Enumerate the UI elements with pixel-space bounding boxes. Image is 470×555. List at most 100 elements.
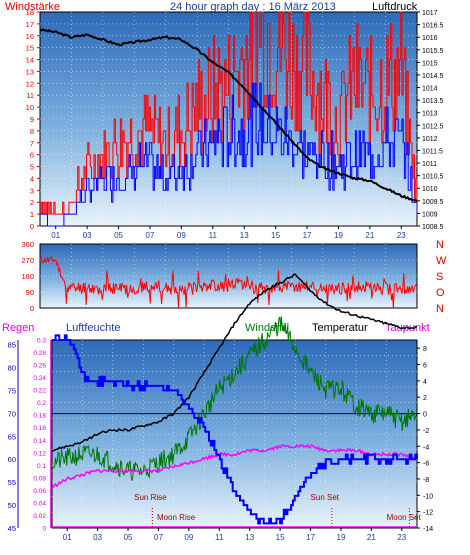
wind-tick-label: 0 bbox=[30, 222, 34, 231]
hour-tick-label: 19 bbox=[337, 533, 346, 542]
compass-label: O bbox=[436, 287, 445, 299]
pressure-tick-label: 1017 bbox=[422, 10, 438, 17]
hour-tick-label: 23 bbox=[397, 533, 406, 542]
pressure-tick-label: 1011 bbox=[422, 161, 437, 168]
temperature-series bbox=[51, 273, 417, 453]
compass-label: W bbox=[436, 255, 447, 267]
moon-rise-label: Moon Rise bbox=[157, 513, 196, 522]
wind-tick-label: 14 bbox=[26, 56, 34, 65]
rain-tick-label: 0 bbox=[42, 526, 46, 533]
temp-humidity-panel: Regen Luftfeuchte Windchill Temperatur Taupu… bbox=[2, 273, 433, 542]
temperature-tick-label: -14 bbox=[423, 526, 433, 533]
wind-axis-title: Windstärke bbox=[5, 1, 60, 13]
rain-tick-label: 0.18 bbox=[33, 413, 46, 420]
rain-tick-label: 0.26 bbox=[33, 363, 46, 370]
sun-rise-label: Sun Rise bbox=[134, 493, 167, 502]
wind-tick-label: 11 bbox=[26, 91, 34, 100]
hour-tick-label: 05 bbox=[114, 231, 123, 240]
pressure-tick-label: 1014.5 bbox=[422, 73, 444, 80]
wind-tick-label: 10 bbox=[26, 103, 34, 112]
temperature-tick-label: 0 bbox=[423, 412, 427, 419]
rain-tick-label: 0.28 bbox=[33, 350, 46, 357]
hour-tick-label: 23 bbox=[397, 231, 406, 240]
temperature-tick-label: 4 bbox=[423, 379, 427, 386]
humidity-tick-label: 45 bbox=[8, 524, 16, 533]
hour-tick-label: 17 bbox=[303, 231, 312, 240]
pressure-tick-label: 1012 bbox=[422, 136, 438, 143]
temperature-tick-label: -12 bbox=[423, 510, 433, 517]
pressure-tick-label: 1009 bbox=[422, 211, 438, 218]
pressure-tick-label: 1014 bbox=[422, 86, 438, 93]
compass-label: N bbox=[436, 303, 444, 315]
hour-tick-label: 01 bbox=[63, 533, 72, 542]
hour-tick-label: 21 bbox=[367, 533, 376, 542]
rain-tick-label: 0.16 bbox=[33, 425, 46, 432]
humidity-series bbox=[52, 334, 418, 525]
hour-tick-label: 11 bbox=[215, 533, 224, 542]
hour-tick-label: 19 bbox=[334, 231, 343, 240]
temperature-tick-label: 8 bbox=[423, 346, 427, 353]
humidity-axis-title: Luftfeuchte bbox=[66, 322, 120, 334]
compass-label: N bbox=[436, 239, 444, 251]
pressure-tick-label: 1009.5 bbox=[422, 199, 444, 206]
rain-tick-label: 0.02 bbox=[33, 513, 46, 520]
rain-axis-title: Regen bbox=[2, 322, 34, 334]
hour-tick-label: 09 bbox=[177, 231, 186, 240]
humidity-tick-label: 65 bbox=[8, 432, 16, 441]
humidity-tick-label: 70 bbox=[8, 409, 16, 418]
rain-tick-label: 0.04 bbox=[33, 500, 46, 507]
wind-tick-label: 4 bbox=[30, 174, 34, 183]
pressure-tick-label: 1012.5 bbox=[422, 123, 444, 130]
hour-tick-label: 13 bbox=[240, 231, 249, 240]
page-title: 24 hour graph day : 16 März 2013 bbox=[170, 1, 336, 13]
humidity-tick-label: 50 bbox=[8, 501, 16, 510]
pressure-tick-label: 1015.5 bbox=[422, 48, 444, 55]
wind-direction-series bbox=[39, 255, 418, 309]
rain-tick-label: 0.06 bbox=[33, 488, 46, 495]
hour-tick-label: 15 bbox=[271, 231, 280, 240]
hour-tick-label: 15 bbox=[276, 533, 285, 542]
humidity-tick-label: 85 bbox=[8, 341, 16, 350]
wind-average-series bbox=[40, 82, 418, 227]
hour-tick-label: 07 bbox=[154, 533, 163, 542]
wind-tick-label: 1 bbox=[30, 210, 34, 219]
hour-tick-label: 01 bbox=[51, 231, 60, 240]
hour-tick-label: 03 bbox=[93, 533, 102, 542]
compass-label: S bbox=[436, 271, 443, 283]
pressure-series bbox=[39, 28, 418, 202]
temperature-tick-label: -10 bbox=[423, 493, 433, 500]
rain-tick-label: 0.08 bbox=[33, 475, 46, 482]
wind-tick-label: 8 bbox=[30, 127, 34, 136]
pressure-tick-label: 1010 bbox=[422, 186, 438, 193]
wind-tick-label: 16 bbox=[26, 32, 34, 41]
wind-tick-label: 3 bbox=[30, 186, 34, 195]
rain-tick-label: 0.22 bbox=[33, 388, 46, 395]
hour-tick-label: 11 bbox=[209, 231, 218, 240]
windchill-series bbox=[51, 316, 418, 481]
hour-tick-label: 03 bbox=[83, 231, 92, 240]
pressure-tick-label: 1016.5 bbox=[422, 23, 444, 30]
wind-pressure-panel: 01234567891011121314151617181008.5100910… bbox=[26, 8, 444, 240]
pressure-tick-label: 1015 bbox=[422, 60, 438, 67]
temperature-legend: Temperatur bbox=[312, 322, 368, 334]
temperature-tick-label: 6 bbox=[423, 363, 427, 370]
wind-tick-label: 12 bbox=[26, 79, 34, 88]
wind-tick-label: 5 bbox=[30, 163, 34, 172]
rain-tick-label: 0.3 bbox=[37, 338, 46, 345]
wind-tick-label: 9 bbox=[30, 115, 34, 124]
direction-tick-label: 0 bbox=[30, 304, 34, 313]
dewpoint-series bbox=[51, 443, 418, 488]
humidity-tick-label: 75 bbox=[8, 386, 16, 395]
wind-tick-label: 6 bbox=[30, 151, 34, 160]
wind-tick-label: 15 bbox=[26, 44, 34, 53]
direction-tick-label: 270 bbox=[21, 256, 34, 265]
hour-tick-label: 17 bbox=[306, 533, 315, 542]
hour-tick-label: 21 bbox=[365, 231, 374, 240]
rain-tick-label: 0.1 bbox=[37, 463, 46, 470]
pressure-tick-label: 1013 bbox=[422, 111, 438, 118]
temperature-tick-label: -2 bbox=[423, 428, 429, 435]
rain-tick-label: 0.24 bbox=[33, 375, 46, 382]
humidity-tick-label: 80 bbox=[8, 364, 16, 373]
